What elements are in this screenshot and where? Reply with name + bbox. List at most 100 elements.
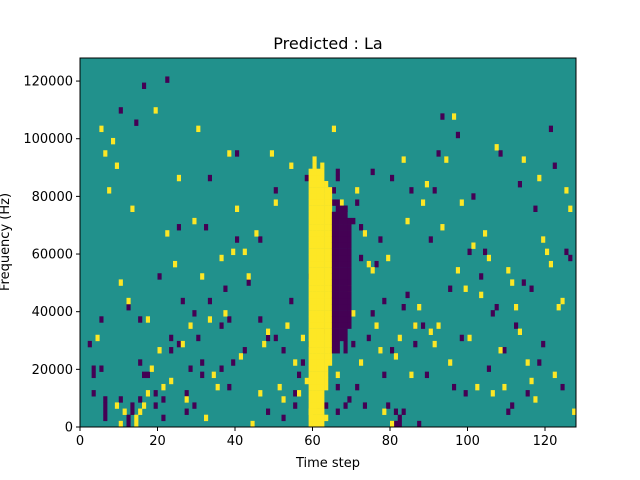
- heatmap-band-cell: [335, 347, 340, 354]
- heatmap-band-cell: [328, 297, 333, 305]
- heatmap-band-cell: [312, 347, 317, 354]
- heatmap-cell-high: [378, 347, 383, 354]
- heatmap-band-cell: [312, 199, 317, 206]
- heatmap-cell-low: [91, 365, 96, 372]
- heatmap-band-cell: [343, 347, 348, 354]
- heatmap-band-cell: [308, 383, 313, 391]
- heatmap-band-cell: [331, 310, 336, 317]
- heatmap-cell-low: [176, 224, 181, 231]
- heatmap-cell-low: [157, 273, 162, 280]
- heatmap-band-cell: [331, 260, 336, 268]
- heatmap-band-cell: [312, 304, 317, 311]
- heatmap-band-cell: [335, 310, 340, 317]
- heatmap-band-cell: [347, 260, 352, 268]
- heatmap-band-cell: [312, 408, 317, 415]
- heatmap-band-cell: [308, 304, 313, 311]
- heatmap-cell-high: [277, 383, 282, 391]
- heatmap-cell-low: [362, 402, 367, 409]
- heatmap-band-cell: [320, 396, 325, 403]
- heatmap-band-cell: [308, 205, 313, 212]
- heatmap-band-cell: [331, 347, 336, 354]
- heatmap-band-cell: [320, 420, 325, 428]
- heatmap-band-cell: [320, 359, 325, 366]
- heatmap-band-cell: [320, 174, 325, 182]
- heatmap-band-cell: [339, 205, 344, 212]
- heatmap-cell-high: [130, 205, 135, 212]
- heatmap-band-cell: [324, 347, 329, 354]
- heatmap-cell-high: [134, 420, 139, 428]
- heatmap-cell-high: [568, 205, 573, 212]
- heatmap-band-cell: [312, 396, 317, 403]
- heatmap-cell-low: [374, 260, 379, 268]
- heatmap-band-cell: [343, 224, 348, 231]
- heatmap-band-cell: [316, 353, 321, 360]
- heatmap-cell-high: [145, 316, 150, 323]
- heatmap-band-cell: [343, 242, 348, 249]
- heatmap-band-cell: [339, 310, 344, 317]
- heatmap-cell-low: [335, 408, 340, 415]
- heatmap-cell-low: [359, 224, 364, 231]
- heatmap-cell-high: [297, 390, 302, 397]
- heatmap-cell-high: [266, 328, 271, 335]
- heatmap-cell-high: [374, 322, 379, 329]
- heatmap-band-cell: [335, 304, 340, 311]
- heatmap-band-cell: [316, 347, 321, 354]
- x-tick-label: 120: [533, 434, 558, 449]
- heatmap-cell-low: [393, 420, 398, 428]
- heatmap-cell-high: [560, 297, 565, 305]
- heatmap-cell-high: [409, 371, 414, 379]
- heatmap-band-cell: [308, 420, 313, 428]
- heatmap-band-cell: [316, 273, 321, 280]
- heatmap-band-cell: [347, 316, 352, 323]
- heatmap-band-cell: [316, 254, 321, 262]
- heatmap-band-cell: [320, 322, 325, 329]
- heatmap-band-cell: [339, 291, 344, 299]
- heatmap-band-cell: [312, 414, 317, 422]
- heatmap-band-cell: [308, 199, 313, 206]
- heatmap-cell-high: [138, 408, 143, 415]
- heatmap-cell-high: [463, 285, 468, 292]
- heatmap-cell-low: [401, 304, 406, 311]
- heatmap-band-cell: [343, 285, 348, 292]
- heatmap-band-cell: [343, 304, 348, 311]
- heatmap-cell-high: [556, 304, 561, 311]
- heatmap-band-cell: [335, 254, 340, 262]
- heatmap-band-cell: [343, 267, 348, 274]
- heatmap-cell-high: [529, 377, 534, 385]
- heatmap-band-cell: [328, 205, 333, 212]
- heatmap-band-cell: [331, 279, 336, 286]
- y-tick-label: 100000: [23, 132, 73, 147]
- heatmap-band-cell: [320, 162, 325, 169]
- heatmap-cell-low: [281, 414, 286, 422]
- heatmap-cell-low: [91, 390, 96, 397]
- heatmap-cell-high: [258, 390, 263, 397]
- heatmap-band-cell: [343, 297, 348, 305]
- heatmap-band-cell: [324, 291, 329, 299]
- heatmap-cell-high: [393, 353, 398, 360]
- heatmap-band-cell: [316, 402, 321, 409]
- heatmap-cell-low: [293, 390, 298, 397]
- heatmap-cell-high: [424, 181, 429, 188]
- heatmap-cell-high: [351, 310, 356, 317]
- heatmap-cell-high: [118, 420, 123, 428]
- y-tick-label: 40000: [32, 305, 73, 320]
- heatmap-cell-high: [200, 273, 205, 280]
- heatmap-cell-high: [142, 402, 147, 409]
- heatmap-band-cell: [335, 230, 340, 237]
- heatmap-band-cell: [339, 322, 344, 329]
- heatmap-band-cell: [316, 267, 321, 274]
- heatmap-band-cell: [331, 267, 336, 274]
- heatmap-band-cell: [324, 279, 329, 286]
- heatmap-cell-high: [541, 236, 546, 243]
- heatmap-cell-low: [126, 414, 131, 422]
- heatmap-cell-high: [223, 310, 228, 317]
- heatmap-cell-low: [397, 414, 402, 422]
- heatmap-cell-low: [207, 297, 212, 305]
- heatmap-band-cell: [316, 328, 321, 335]
- plot-area: [79, 57, 577, 428]
- heatmap-cell-high: [304, 377, 309, 385]
- heatmap-band-cell: [324, 224, 329, 231]
- heatmap-band-cell: [308, 402, 313, 409]
- heatmap-band-cell: [316, 396, 321, 403]
